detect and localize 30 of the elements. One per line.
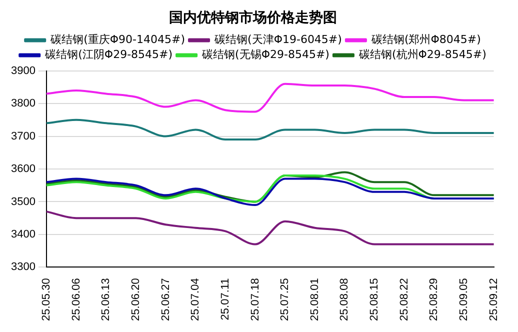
y-tick-label: 3700	[10, 130, 36, 142]
x-tick-label: 25.07.25	[279, 278, 292, 322]
legend-label: 碳结钢(重庆Φ90-14045#)	[50, 33, 186, 46]
x-tick-label: 25.07.18	[249, 278, 262, 322]
x-tick-label: 25.06.20	[130, 278, 142, 322]
x-tick-label: 25.09.05	[458, 278, 470, 322]
x-tick-label: 25.08.01	[308, 278, 321, 322]
legend-label: 碳结钢(杭州Φ29-8545#)	[358, 48, 486, 62]
x-tick-label: 25.06.06	[70, 278, 82, 322]
x-tick-label: 25.05.30	[40, 278, 52, 322]
x-tick-label: 25.06.13	[100, 278, 112, 322]
legend-label: 碳结钢(江阴Φ29-8545#)	[44, 48, 173, 62]
x-tick-label: 25.09.12	[488, 278, 500, 322]
x-tick-label: 25.08.15	[368, 278, 381, 322]
y-tick-label: 3800	[10, 98, 36, 110]
x-tick-label: 25.08.08	[338, 278, 351, 322]
x-tick-label: 25.08.29	[428, 278, 440, 322]
chart-title: 国内优特钢市场价格走势图	[169, 9, 337, 26]
x-tick-label: 25.08.22	[398, 278, 410, 322]
y-tick-label: 3500	[10, 196, 36, 208]
legend-label: 碳结钢(天津Φ19-6045#)	[214, 33, 342, 46]
y-tick-label: 3900	[10, 64, 36, 77]
x-tick-label: 25.07.04	[190, 278, 202, 322]
legend-label: 碳结钢(郑州Φ8045#)	[370, 33, 481, 46]
x-tick-label: 25.07.11	[219, 278, 232, 320]
x-tick-label: 25.06.27	[160, 278, 172, 322]
y-tick-label: 3300	[10, 261, 36, 274]
y-tick-label: 3400	[10, 228, 36, 240]
y-tick-label: 3600	[10, 163, 36, 176]
legend-label: 碳结钢(无锡Φ29-8545#)	[201, 48, 330, 62]
